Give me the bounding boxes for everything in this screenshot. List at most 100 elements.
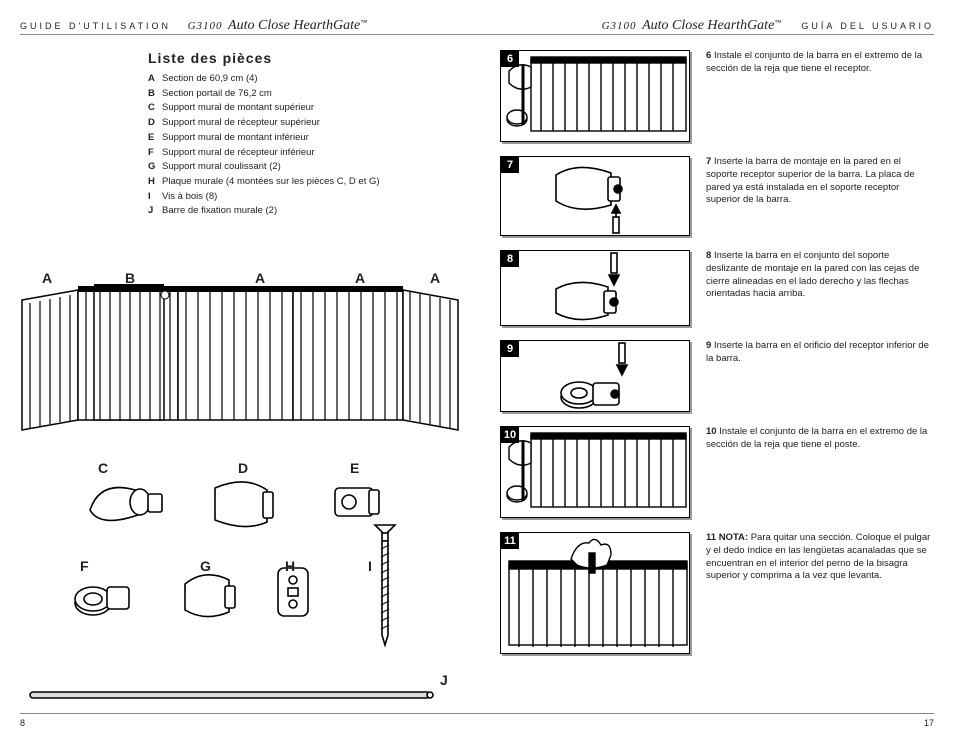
comp-label-C: C bbox=[98, 460, 108, 476]
parts-list: ASection de 60,9 cm (4)BSection portail … bbox=[148, 72, 460, 219]
step-row: 88 Inserte la barra en el conjunto del s… bbox=[500, 250, 932, 326]
step-figure: 8 bbox=[500, 250, 690, 326]
step-figure: 6 bbox=[500, 50, 690, 142]
parts-item: CSupport mural de montant supérieur bbox=[148, 101, 460, 116]
step-figure: 11 bbox=[500, 532, 690, 654]
step-text: 8 Inserte la barra en el conjunto del so… bbox=[706, 250, 932, 326]
parts-letter: B bbox=[148, 87, 162, 102]
page-number-left: 8 bbox=[20, 718, 25, 728]
step-text: 9 Inserte la barra en el orificio del re… bbox=[706, 340, 932, 412]
parts-letter: H bbox=[148, 175, 162, 190]
parts-letter: E bbox=[148, 131, 162, 146]
components-svg bbox=[20, 460, 460, 720]
parts-text: Support mural de récepteur supérieur bbox=[162, 117, 320, 128]
parts-item: JBarre de fixation murale (2) bbox=[148, 204, 460, 219]
step-number-badge: 6 bbox=[501, 51, 519, 67]
comp-label-G: G bbox=[200, 558, 211, 574]
parts-title: Liste des pièces bbox=[148, 50, 460, 66]
parts-item: GSupport mural coulissant (2) bbox=[148, 160, 460, 175]
step-number-inline: 8 bbox=[706, 250, 711, 261]
parts-letter: I bbox=[148, 190, 162, 205]
step-row: 1111 NOTA: Para quitar una sección. Colo… bbox=[500, 532, 932, 654]
parts-text: Support mural de montant supérieur bbox=[162, 102, 314, 113]
step-number-badge: 8 bbox=[501, 251, 519, 267]
step-number-badge: 9 bbox=[501, 341, 519, 357]
gate-label-B: B bbox=[125, 270, 135, 286]
step-row: 77 Inserte la barra de montaje en la par… bbox=[500, 156, 932, 236]
gate-illustration: A B A A A bbox=[20, 270, 460, 440]
parts-letter: C bbox=[148, 101, 162, 116]
header-right: G3100 Auto Close HearthGate™ GUÍA DEL US… bbox=[602, 18, 934, 34]
step-text: 7 Inserte la barra de montaje en la pare… bbox=[706, 156, 932, 236]
gate-svg bbox=[20, 270, 460, 440]
gate-label-A3: A bbox=[355, 270, 365, 286]
step-number-badge: 11 bbox=[501, 533, 519, 549]
footer-rule bbox=[20, 713, 934, 714]
tm-right: ™ bbox=[774, 18, 785, 27]
gate-label-A1: A bbox=[42, 270, 52, 286]
parts-letter: J bbox=[148, 204, 162, 219]
model-right: G3100 bbox=[602, 20, 637, 32]
step-figure: 7 bbox=[500, 156, 690, 236]
components-area: C D E F G H I J bbox=[20, 460, 460, 720]
parts-text: Support mural de récepteur inférieur bbox=[162, 147, 315, 158]
tm-left: ™ bbox=[360, 18, 371, 27]
guia-label: GUÍA DEL USUARIO bbox=[801, 21, 934, 31]
step-body: Inserte la barra de montaje en la pared … bbox=[706, 156, 915, 205]
parts-item: BSection portail de 76,2 cm bbox=[148, 87, 460, 102]
step-text: 11 NOTA: Para quitar una sección. Coloqu… bbox=[706, 532, 932, 654]
parts-item: DSupport mural de récepteur supérieur bbox=[148, 116, 460, 131]
step-body: Instale el conjunto de la barra en el ex… bbox=[706, 426, 927, 450]
parts-text: Section de 60,9 cm (4) bbox=[162, 73, 258, 84]
comp-label-I: I bbox=[368, 558, 372, 574]
brand-left: Auto Close HearthGate bbox=[228, 18, 360, 33]
parts-text: Barre de fixation murale (2) bbox=[162, 205, 277, 216]
step-text: 6 Instale el conjunto de la barra en el … bbox=[706, 50, 932, 142]
parts-text: Support mural de montant inférieur bbox=[162, 132, 309, 143]
model-left: G3100 bbox=[188, 20, 223, 32]
step-body: Inserte la barra en el conjunto del sopo… bbox=[706, 250, 919, 299]
parts-letter: F bbox=[148, 146, 162, 161]
parts-letter: D bbox=[148, 116, 162, 131]
comp-label-D: D bbox=[238, 460, 248, 476]
step-prefix: NOTA: bbox=[719, 532, 748, 543]
parts-item: ESupport mural de montant inférieur bbox=[148, 131, 460, 146]
step-figure: 10 bbox=[500, 426, 690, 518]
parts-text: Vis à bois (8) bbox=[162, 191, 217, 202]
parts-item: IVis à bois (8) bbox=[148, 190, 460, 205]
parts-item: ASection de 60,9 cm (4) bbox=[148, 72, 460, 87]
step-number-inline: 10 bbox=[706, 426, 717, 437]
parts-text: Section portail de 76,2 cm bbox=[162, 88, 272, 99]
gate-label-A4: A bbox=[430, 270, 440, 286]
parts-letter: A bbox=[148, 72, 162, 87]
left-column: Liste des pièces ASection de 60,9 cm (4)… bbox=[20, 50, 460, 700]
page-number-right: 17 bbox=[924, 718, 934, 728]
brand-right: Auto Close HearthGate bbox=[642, 18, 774, 33]
step-number-inline: 11 bbox=[706, 532, 716, 543]
guide-label: GUIDE D'UTILISATION bbox=[20, 21, 171, 31]
step-number-inline: 9 bbox=[706, 340, 711, 351]
step-number-inline: 7 bbox=[706, 156, 711, 167]
step-row: 1010 Instale el conjunto de la barra en … bbox=[500, 426, 932, 518]
step-text: 10 Instale el conjunto de la barra en el… bbox=[706, 426, 932, 518]
step-number-badge: 10 bbox=[501, 427, 519, 443]
comp-label-H: H bbox=[285, 558, 295, 574]
parts-text: Support mural coulissant (2) bbox=[162, 161, 281, 172]
right-column: 66 Instale el conjunto de la barra en el… bbox=[500, 50, 932, 710]
step-row: 99 Inserte la barra en el orificio del r… bbox=[500, 340, 932, 412]
step-row: 66 Instale el conjunto de la barra en el… bbox=[500, 50, 932, 142]
step-number-inline: 6 bbox=[706, 50, 711, 61]
parts-item: HPlaque murale (4 montées sur les pièces… bbox=[148, 175, 460, 190]
parts-item: FSupport mural de récepteur inférieur bbox=[148, 146, 460, 161]
header-rule bbox=[20, 34, 934, 35]
step-number-badge: 7 bbox=[501, 157, 519, 173]
step-body: Instale el conjunto de la barra en el ex… bbox=[706, 50, 922, 74]
comp-label-J: J bbox=[440, 672, 448, 688]
comp-label-F: F bbox=[80, 558, 89, 574]
header-left: GUIDE D'UTILISATION G3100 Auto Close Hea… bbox=[20, 18, 371, 34]
step-figure: 9 bbox=[500, 340, 690, 412]
parts-text: Plaque murale (4 montées sur les pièces … bbox=[162, 176, 380, 187]
step-body: Inserte la barra en el orificio del rece… bbox=[706, 340, 929, 364]
comp-label-E: E bbox=[350, 460, 359, 476]
parts-letter: G bbox=[148, 160, 162, 175]
